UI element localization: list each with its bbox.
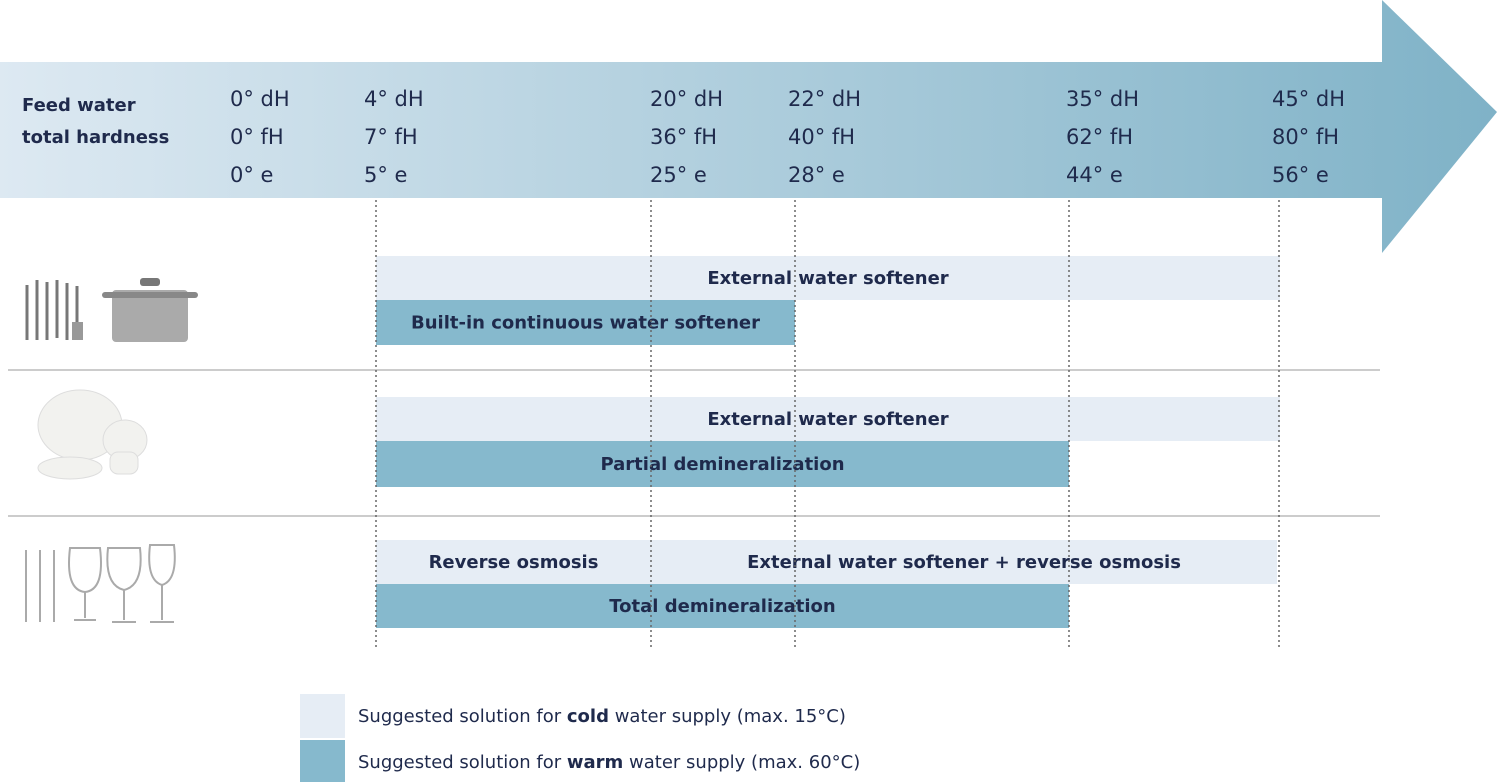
hardness-value: 25° e <box>650 163 707 187</box>
legend-text-part: water supply (max. 15°C) <box>609 706 846 727</box>
hardness-value: 56° e <box>1272 163 1329 187</box>
hardness-value: 28° e <box>788 163 845 187</box>
hardness-value: 36° fH <box>650 125 717 149</box>
legend-swatch <box>300 694 345 738</box>
hardness-value: 4° dH <box>364 87 424 111</box>
icon-pot <box>102 278 198 342</box>
solution-label: External water softener <box>707 268 948 289</box>
hardness-value: 80° fH <box>1272 125 1339 149</box>
icon-plates <box>38 390 147 479</box>
legend-text-part: Suggested solution for <box>358 706 567 727</box>
legend-text: Suggested solution for cold water supply… <box>358 706 846 727</box>
legend-text-part: warm <box>567 752 623 773</box>
solution-label: Built-in continuous water softener <box>411 313 760 334</box>
hardness-value: 0° dH <box>230 87 290 111</box>
hardness-value: 44° e <box>1066 163 1123 187</box>
hardness-value: 20° dH <box>650 87 723 111</box>
hardness-value: 35° dH <box>1066 87 1139 111</box>
solution-label: Reverse osmosis <box>429 552 599 573</box>
diagram: Feed water total hardness 0° dH 0° fH 0° e… <box>0 0 1497 782</box>
legend-text-part: cold <box>567 706 609 727</box>
hardness-value: 62° fH <box>1066 125 1133 149</box>
hardness-value: 5° e <box>364 163 407 187</box>
icon-utensils <box>27 280 83 340</box>
legend-text: Suggested solution for warm water supply… <box>358 752 860 773</box>
hardness-value: 40° fH <box>788 125 855 149</box>
icon-cutlery-glasses <box>26 545 175 622</box>
header-label: total hardness <box>22 127 169 148</box>
solution-label: External water softener <box>707 409 948 430</box>
hardness-value: 0° fH <box>230 125 284 149</box>
solution-label: Total demineralization <box>609 596 835 617</box>
header-label: Feed water <box>22 95 136 116</box>
hardness-value: 7° fH <box>364 125 418 149</box>
solution-label: External water softener + reverse osmosi… <box>747 552 1181 573</box>
legend-text-part: water supply (max. 60°C) <box>623 752 860 773</box>
legend-swatch <box>300 740 345 782</box>
solution-label: Partial demineralization <box>600 454 844 475</box>
legend-text-part: Suggested solution for <box>358 752 567 773</box>
hardness-value: 45° dH <box>1272 87 1345 111</box>
hardness-value: 0° e <box>230 163 273 187</box>
hardness-value: 22° dH <box>788 87 861 111</box>
